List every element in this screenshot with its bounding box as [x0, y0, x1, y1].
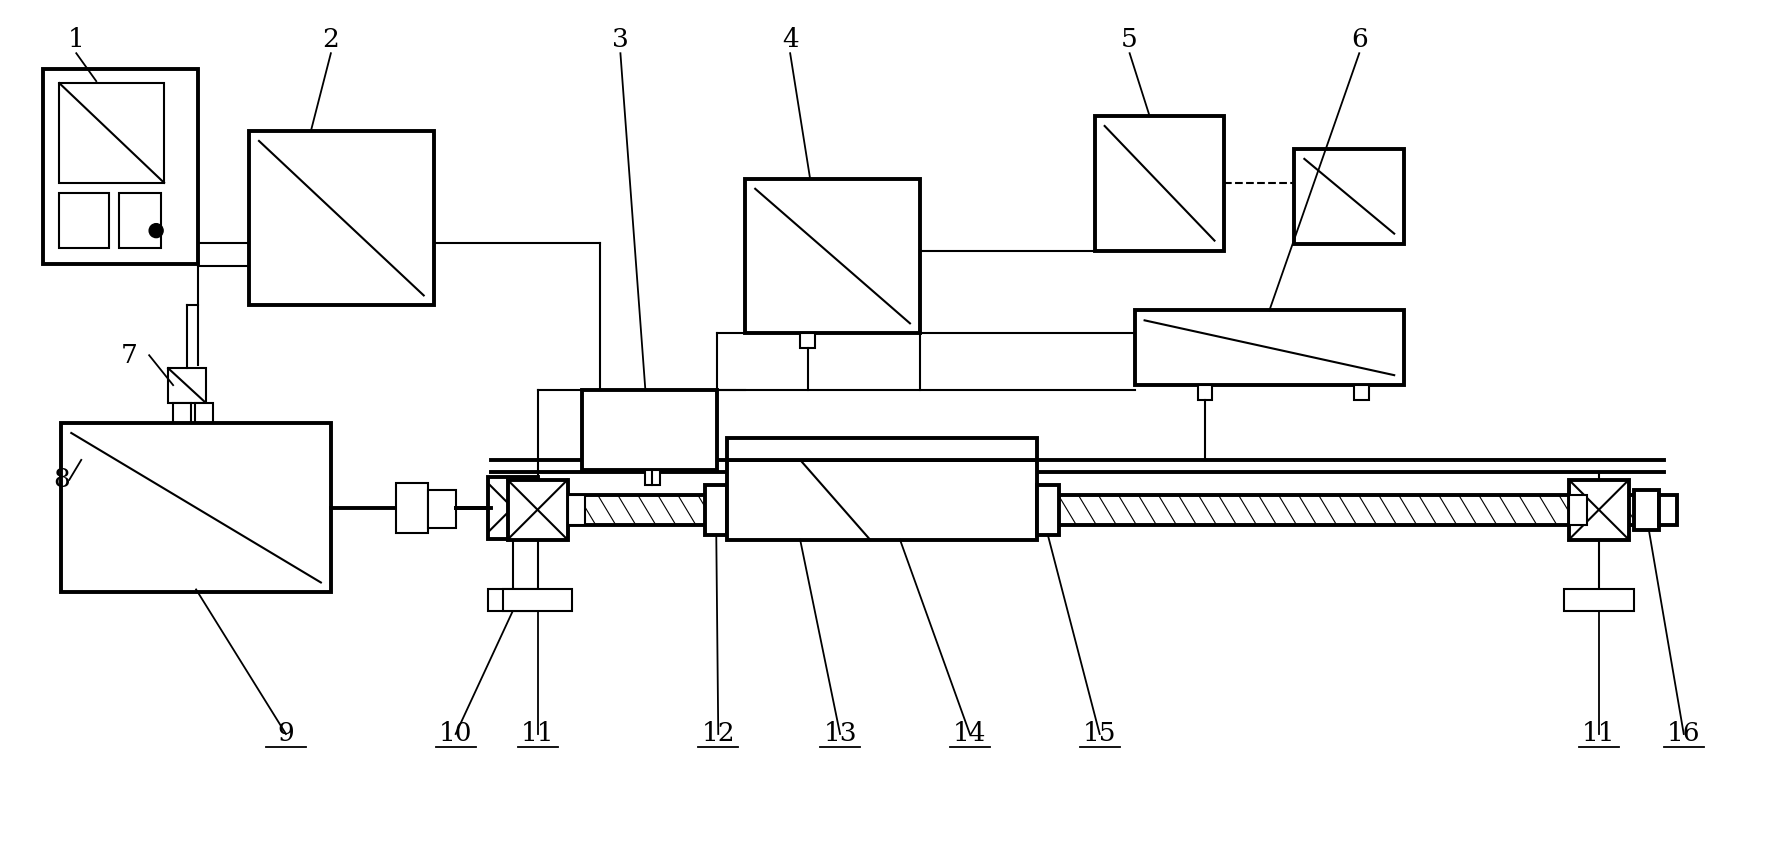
Bar	[119, 193, 161, 248]
Bar	[395, 483, 427, 532]
Bar	[1660, 495, 1677, 525]
Bar	[62, 423, 332, 593]
Text: 9: 9	[278, 722, 294, 746]
Bar	[1294, 149, 1404, 244]
Bar	[1569, 480, 1629, 540]
Bar	[488, 477, 537, 538]
Bar	[727, 438, 1037, 460]
Text: 6: 6	[1351, 27, 1367, 52]
Text: 5: 5	[1121, 27, 1138, 52]
Bar	[1564, 589, 1635, 611]
Bar	[1569, 495, 1587, 525]
Bar	[174, 403, 191, 423]
Text: 8: 8	[53, 467, 69, 492]
Bar	[745, 179, 920, 334]
Bar	[168, 368, 206, 403]
Text: 11: 11	[521, 722, 555, 746]
Bar	[59, 83, 165, 183]
Bar	[1635, 490, 1660, 530]
Bar	[488, 589, 537, 611]
Bar	[583, 390, 718, 469]
Bar	[43, 69, 199, 263]
Text: 4: 4	[782, 27, 798, 52]
Bar	[195, 403, 213, 423]
Bar	[507, 480, 567, 540]
Bar	[727, 460, 1037, 540]
Bar	[1094, 116, 1225, 250]
Text: 7: 7	[121, 343, 138, 368]
Bar	[800, 334, 816, 348]
Bar	[248, 131, 434, 306]
Bar	[1355, 385, 1369, 400]
Text: 3: 3	[612, 27, 629, 52]
Bar	[502, 589, 573, 611]
Bar	[645, 469, 660, 485]
Bar	[1037, 485, 1058, 535]
Bar	[427, 490, 456, 528]
Text: 1: 1	[67, 27, 85, 52]
Text: 11: 11	[1582, 722, 1615, 746]
Bar	[1135, 311, 1404, 385]
Text: 10: 10	[440, 722, 472, 746]
Bar	[567, 495, 585, 525]
Text: 13: 13	[823, 722, 856, 746]
Text: 12: 12	[702, 722, 736, 746]
Text: 15: 15	[1083, 722, 1117, 746]
Text: 16: 16	[1667, 722, 1700, 746]
Text: 14: 14	[954, 722, 986, 746]
Bar	[1197, 385, 1213, 400]
Bar	[59, 193, 110, 248]
Bar	[706, 485, 727, 535]
Circle shape	[149, 223, 163, 238]
Text: 2: 2	[323, 27, 339, 52]
